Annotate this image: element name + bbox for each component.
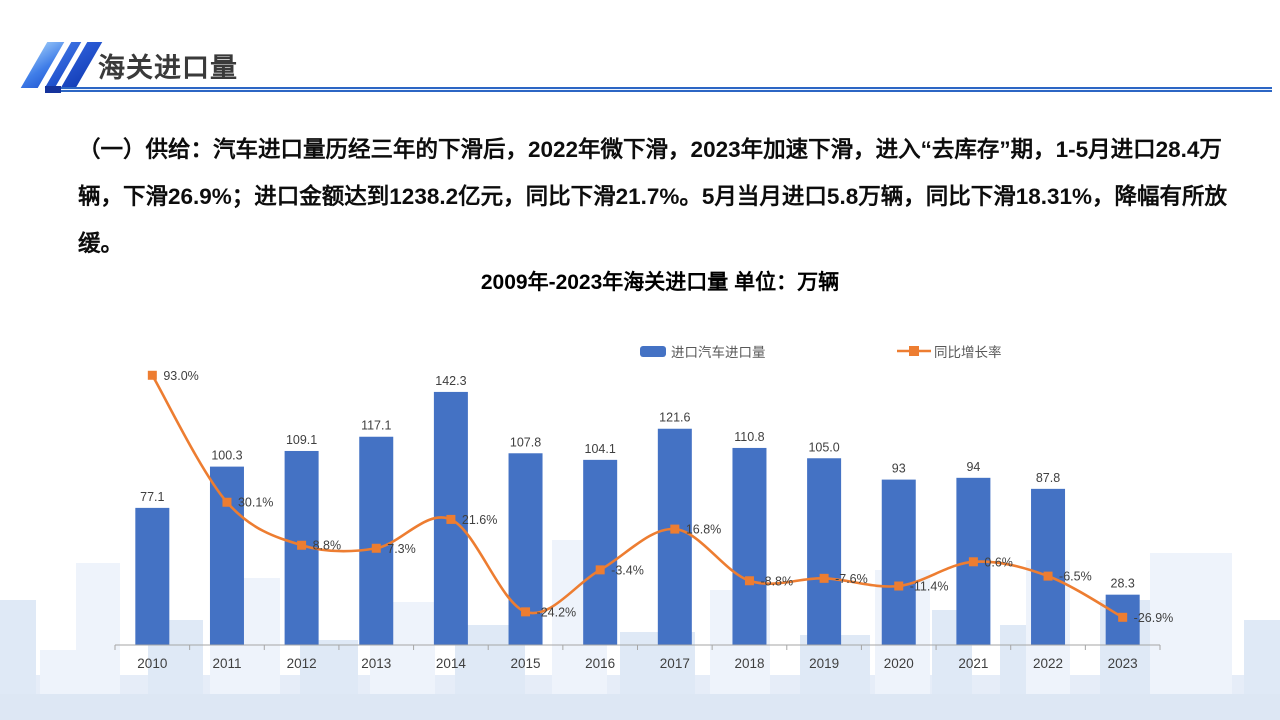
growth-value-label: -6.5% <box>1059 570 1092 584</box>
x-axis-label: 2014 <box>436 656 467 671</box>
x-axis-label: 2010 <box>137 656 167 671</box>
legend-line-label: 同比增长率 <box>934 344 1002 360</box>
line-marker <box>894 581 904 591</box>
growth-value-label: -24.2% <box>537 605 577 619</box>
growth-value-label: 30.1% <box>238 496 273 510</box>
skyline-block <box>76 563 120 720</box>
legend-bar-swatch <box>640 346 666 357</box>
growth-value-label: -26.9% <box>1134 611 1174 625</box>
x-axis-label: 2013 <box>361 656 391 671</box>
bar <box>807 458 842 645</box>
bar-value-label: 100.3 <box>211 449 242 463</box>
growth-value-label: 21.6% <box>462 513 497 527</box>
growth-value-label: 0.6% <box>984 555 1013 569</box>
x-axis-label: 2017 <box>660 656 690 671</box>
bar <box>657 428 692 645</box>
bar-value-label: 77.1 <box>140 490 164 504</box>
x-axis-label: 2021 <box>958 656 988 671</box>
skyline-block <box>1150 553 1232 720</box>
bar-value-label: 28.3 <box>1111 577 1135 591</box>
line-marker <box>1043 571 1053 581</box>
growth-value-label: 8.8% <box>313 539 342 553</box>
skyline-base-strip-dark <box>0 694 1280 720</box>
growth-value-label: 7.3% <box>387 542 416 556</box>
x-axis-label: 2022 <box>1033 656 1063 671</box>
growth-value-label: -3.4% <box>611 563 644 577</box>
x-axis-label: 2012 <box>287 656 317 671</box>
x-axis-label: 2018 <box>734 656 764 671</box>
chart-title: 2009年-2023年海关进口量 单位：万辆 <box>480 271 840 294</box>
line-marker <box>1118 612 1128 622</box>
legend-line-marker <box>909 346 919 356</box>
line-marker <box>595 565 605 575</box>
triple-slash-icon <box>20 42 103 88</box>
line-marker <box>744 576 754 586</box>
line-marker <box>968 557 978 567</box>
bar-value-label: 117.1 <box>361 419 391 433</box>
bar <box>209 466 244 645</box>
bar <box>881 479 916 645</box>
bar-value-label: 93 <box>892 462 906 476</box>
bar-value-label: 94 <box>966 460 980 474</box>
bar-value-label: 110.8 <box>734 430 764 444</box>
growth-value-label: 93.0% <box>163 369 198 383</box>
x-axis-label: 2023 <box>1108 656 1138 671</box>
bar <box>1031 488 1066 645</box>
bar-value-label: 121.6 <box>659 411 690 425</box>
bar <box>135 507 170 645</box>
line-marker <box>371 543 381 553</box>
line-marker <box>222 497 232 507</box>
growth-value-label: -11.4% <box>910 580 949 594</box>
slide-header: 海关进口量 <box>0 0 1280 100</box>
bar-value-label: 104.1 <box>585 442 616 456</box>
growth-value-label: -7.6% <box>835 572 868 586</box>
import-volume-chart: 进口汽车进口量 同比增长率 77.1 100.3 109.1 117.1 142.3 107.… <box>114 344 1174 671</box>
bar-value-label: 109.1 <box>286 433 317 447</box>
x-axis-label: 2016 <box>585 656 615 671</box>
bar <box>583 459 618 645</box>
line-marker <box>297 540 307 550</box>
x-axis-label: 2019 <box>809 656 839 671</box>
bar-value-label: 87.8 <box>1036 471 1060 485</box>
line-marker <box>521 607 531 617</box>
bar-value-label: 105.0 <box>808 440 839 454</box>
background-skyline <box>0 520 1280 720</box>
growth-value-label: -8.8% <box>760 574 793 588</box>
summary-paragraph: （一）供给：汽车进口量历经三年的下滑后，2022年微下滑，2023年加速下滑，进… <box>78 137 1228 256</box>
x-axis-label: 2020 <box>884 656 914 671</box>
x-axis-label: 2015 <box>511 656 541 671</box>
line-marker <box>819 573 829 583</box>
line-marker <box>670 524 680 534</box>
growth-value-label: 16.8% <box>686 523 721 537</box>
legend-bar-label: 进口汽车进口量 <box>671 344 766 360</box>
bar-value-label: 107.8 <box>510 435 541 449</box>
bar <box>732 447 767 645</box>
bar <box>359 436 394 645</box>
page-title: 海关进口量 <box>98 53 238 83</box>
header-underline <box>45 87 1272 92</box>
header-underline-cap <box>45 86 61 93</box>
line-marker <box>147 370 157 380</box>
x-axis-label: 2011 <box>212 656 241 671</box>
bar-value-label: 142.3 <box>435 374 466 388</box>
line-marker <box>446 514 456 524</box>
